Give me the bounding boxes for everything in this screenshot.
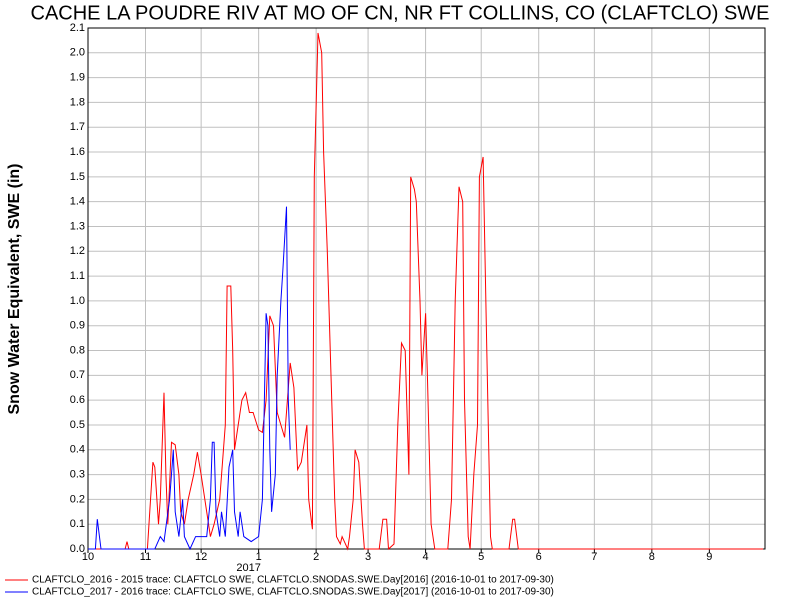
- x-tick-label: 6: [536, 551, 542, 563]
- y-tick-label: 1.7: [70, 121, 85, 133]
- y-tick-label: 1.4: [70, 196, 85, 208]
- x-tick-label: 12: [195, 551, 207, 563]
- y-tick-label: 0.8: [70, 344, 85, 356]
- x-tick-label: 9: [706, 551, 712, 563]
- y-tick-label: 0.6: [70, 394, 85, 406]
- legend-label: CLAFTCLO_2017 - 2016 trace: CLAFTCLO SWE…: [32, 587, 554, 598]
- y-tick-label: 0.9: [70, 320, 85, 332]
- y-tick-label: 1.3: [70, 220, 85, 232]
- series-line: [88, 206, 291, 551]
- chart-title: CACHE LA POUDRE RIV AT MO OF CN, NR FT C…: [31, 2, 770, 24]
- y-tick-label: 2.0: [70, 47, 85, 59]
- x-tick-label: 5: [478, 551, 484, 563]
- x-year-label: 2017: [236, 562, 260, 574]
- y-tick-label: 0.5: [70, 419, 85, 431]
- legend-label: CLAFTCLO_2016 - 2015 trace: CLAFTCLO SWE…: [32, 575, 554, 586]
- x-tick-label: 8: [649, 551, 655, 563]
- x-tick-label: 4: [423, 551, 429, 563]
- y-tick-label: 1.5: [70, 171, 85, 183]
- y-tick-label: 2.1: [70, 22, 85, 34]
- y-tick-label: 0.2: [70, 493, 85, 505]
- y-tick-label: 0.4: [70, 444, 85, 456]
- y-tick-label: 1.1: [70, 270, 85, 282]
- y-axis-label: Snow Water Equivalent, SWE (in): [6, 164, 23, 415]
- x-tick-label: 3: [365, 551, 371, 563]
- x-tick-label: 2: [313, 551, 319, 563]
- series-line: [88, 32, 764, 551]
- y-tick-label: 1.8: [70, 96, 85, 108]
- x-tick-label: 10: [82, 551, 94, 563]
- x-tick-label: 1: [256, 551, 262, 563]
- y-tick-label: 1.0: [70, 295, 85, 307]
- x-tick-label: 7: [591, 551, 597, 563]
- y-tick-label: 0.3: [70, 468, 85, 480]
- x-tick-label: 11: [140, 551, 151, 563]
- y-tick-label: 1.2: [70, 245, 85, 257]
- y-tick-label: 1.6: [70, 146, 85, 158]
- plot-frame: [87, 27, 766, 550]
- y-tick-label: 0.1: [70, 518, 85, 530]
- y-tick-label: 1.9: [70, 72, 85, 84]
- y-tick-label: 0.7: [70, 369, 85, 381]
- y-tick-label: 0.0: [70, 543, 85, 555]
